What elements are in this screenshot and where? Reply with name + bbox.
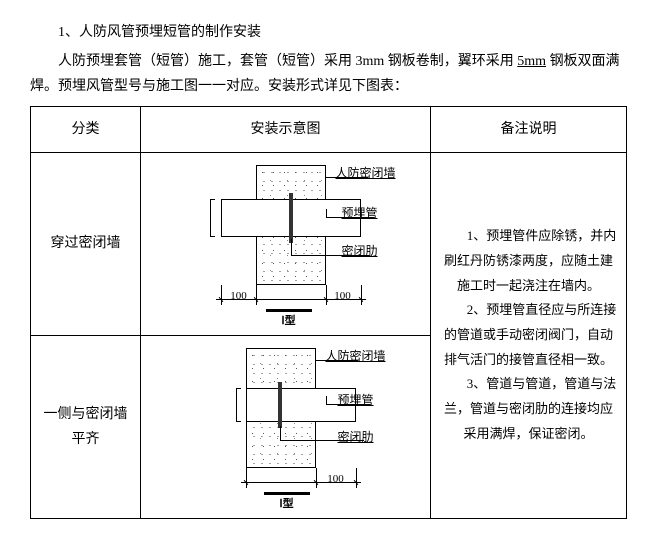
diagram-2: 人防密闭墙 预埋管 密闭肋 100 Ⅰ型 [156,342,416,512]
intro-line-1: 1、人防风管预埋短管的制作安装 [30,20,627,45]
diagram-cell-1: 人防密闭墙 预埋管 密闭肋 100 100 [141,152,431,335]
header-diagram: 安装示意图 [141,106,431,152]
note-1: 1、预埋管件应除锈，并内刷红丹防锈漆两度，应随土建施工时一起浇注在墙内。 [439,224,618,298]
note-3: 3、管道与管道，管道与法兰，管道与密闭肋的连接均应采用满焊，保证密闭。 [439,372,618,446]
table-row: 穿过密闭墙 人防密闭墙 预埋管 密闭肋 [31,152,627,335]
intro-line-2: 人防预埋套管（短管）施工，套管（短管）采用 3mm 钢板卷制，翼环采用 5mm … [30,49,627,99]
diagram-1: 人防密闭墙 预埋管 密闭肋 100 100 [156,159,416,329]
header-category: 分类 [31,106,141,152]
intro-block: 1、人防风管预埋短管的制作安装 人防预埋套管（短管）施工，套管（短管）采用 3m… [30,20,627,100]
table-header-row: 分类 安装示意图 备注说明 [31,106,627,152]
category-cell-2: 一侧与密闭墙平齐 [31,335,141,518]
note-2: 2、预埋管直径应与所连接的管道或手动密闭阀门，自动排气活门的接管直径相一致。 [439,298,618,372]
diagram-cell-2: 人防密闭墙 预埋管 密闭肋 100 Ⅰ型 [141,335,431,518]
install-table: 分类 安装示意图 备注说明 穿过密闭墙 人防密闭墙 预埋管 [30,106,627,519]
notes-cell: 1、预埋管件应除锈，并内刷红丹防锈漆两度，应随土建施工时一起浇注在墙内。 2、预… [431,152,627,518]
category-cell-1: 穿过密闭墙 [31,152,141,335]
header-notes: 备注说明 [431,106,627,152]
